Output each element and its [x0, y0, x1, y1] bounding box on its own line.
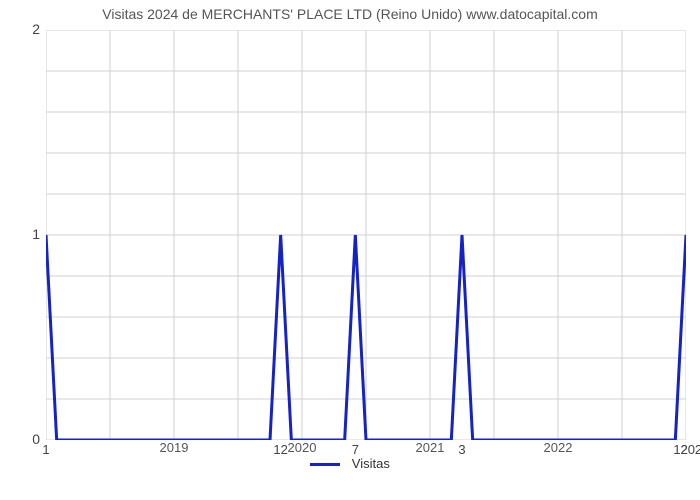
chart-svg [46, 30, 686, 440]
y-tick-label: 2 [10, 21, 40, 37]
legend-label: Visitas [352, 456, 390, 471]
x-tick-label: 2022 [544, 440, 573, 455]
data-point-label: 1 [42, 442, 49, 457]
chart-title: Visitas 2024 de MERCHANTS' PLACE LTD (Re… [0, 0, 700, 22]
data-point-label: 7 [352, 442, 359, 457]
y-tick-label: 1 [10, 226, 40, 242]
plot-area [46, 30, 686, 440]
legend-swatch [310, 463, 340, 466]
x-tick-label: 2019 [160, 440, 189, 455]
data-point-label: 12 [273, 442, 287, 457]
data-point-label: 3 [458, 442, 465, 457]
data-point-label: 202 [680, 442, 700, 457]
legend: Visitas [0, 456, 700, 471]
x-tick-label: 2020 [288, 440, 317, 455]
y-tick-label: 0 [10, 431, 40, 447]
x-tick-label: 2021 [416, 440, 445, 455]
